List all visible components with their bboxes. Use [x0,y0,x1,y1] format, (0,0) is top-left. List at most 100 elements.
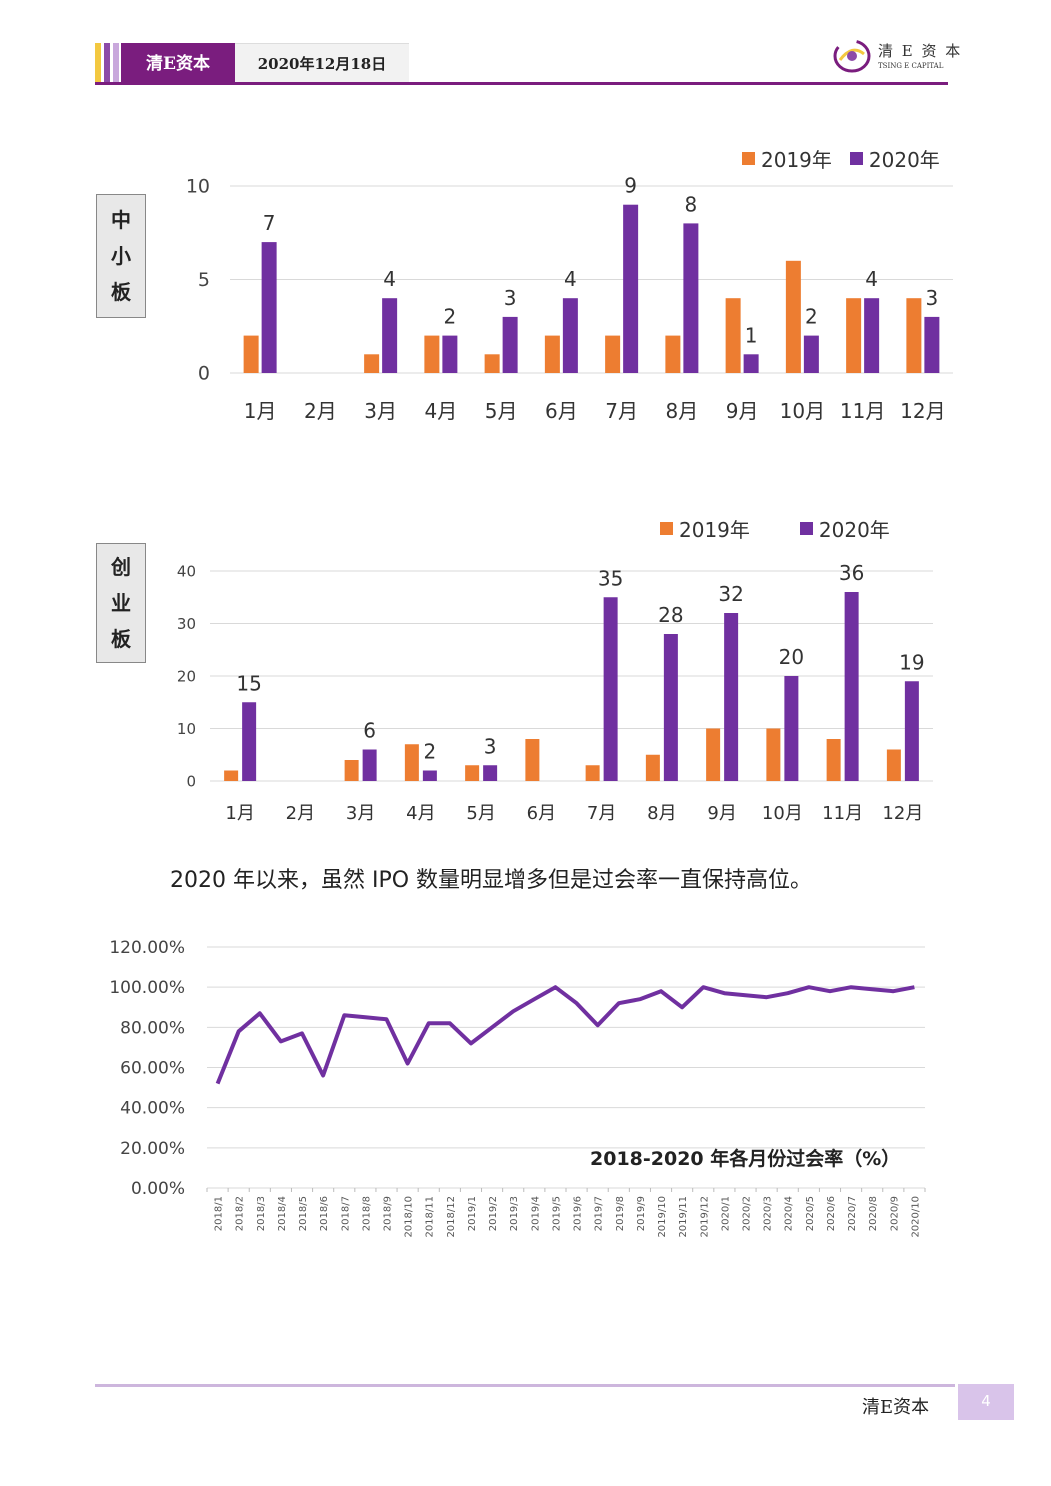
sme-label-char-2: 小 [111,244,131,268]
gem-legend-item-2020: 2020年 [799,514,890,543]
y-tick-label: 120.00% [109,938,185,958]
bar-2020年 [623,204,639,373]
x-tick-label: 2018/1 [214,1196,225,1231]
x-tick-label: 6月 [527,803,556,824]
bar-2019年 [785,260,801,373]
footer-rule [95,1384,955,1387]
x-tick-label: 2018/12 [446,1196,457,1238]
x-tick-label: 3月 [364,399,397,423]
bar-2019年 [585,765,600,781]
y-tick-label: 40.00% [120,1099,185,1119]
bar-2019年 [725,298,741,373]
data-label: 8 [685,192,698,216]
gem-legend-item-2019: 2019年 [660,514,750,543]
y-tick-label: 0 [186,772,196,790]
sme-legend-item-2019: 2019年 [742,144,832,173]
legend-swatch-2020 [849,152,863,165]
x-tick-label: 2019/11 [678,1196,689,1238]
gem-label-char-3: 板 [111,627,131,651]
data-label: 3 [504,286,517,310]
sme-label-char-1: 中 [111,208,131,232]
bar-2020年 [904,681,919,781]
x-tick-label: 2018/8 [361,1196,372,1231]
x-tick-label: 2020/9 [889,1196,900,1231]
header-stripe-purple [104,43,110,85]
bar-2020年 [442,335,458,373]
chart-title: 2018-2020 年各月份过会率（%） [590,1147,900,1170]
x-tick-label: 2020/5 [805,1196,816,1231]
gem-legend: 2019年 2020年 [660,514,908,543]
x-tick-label: 5月 [466,803,495,824]
bar-2020年 [924,316,940,373]
bar-2020年 [844,592,859,781]
bar-2019年 [484,354,500,373]
bar-2020年 [683,223,699,373]
x-tick-label: 2018/5 [298,1196,309,1231]
data-label: 4 [383,267,396,291]
gem-board-label: 创 业 板 [96,543,146,663]
bar-2020年 [784,676,799,781]
x-tick-label: 7月 [587,803,616,824]
x-tick-label: 1月 [244,399,277,423]
header-stripe-lilac [113,43,119,85]
header-stripe-yellow [95,43,101,85]
x-tick-label: 12月 [900,399,945,423]
sme-label-char-3: 板 [111,280,131,304]
x-tick-label: 2019/1 [467,1196,478,1231]
x-tick-label: 2020/1 [720,1196,731,1231]
x-tick-label: 3月 [346,803,375,824]
x-tick-label: 10月 [780,399,825,423]
data-label: 15 [236,671,261,695]
x-tick-label: 2019/10 [657,1196,668,1238]
x-tick-label: 2020/7 [847,1196,858,1231]
bar-2019年 [424,335,440,373]
bar-2019年 [544,335,560,373]
legend-label-2019: 2019年 [679,518,750,542]
footer-brand: 清E资本 [862,1397,930,1418]
x-tick-label: 2019/9 [636,1196,647,1231]
header-rule [95,82,948,85]
bar-2019年 [665,335,681,373]
legend-swatch-2019 [660,522,673,535]
y-tick-label: 0.00% [131,1179,185,1199]
legend-swatch-2020 [799,522,813,535]
data-label: 4 [865,267,878,291]
bar-2020年 [242,702,257,781]
x-tick-label: 2018/7 [340,1196,351,1231]
logo-text-cn: 清 E 资 本 [878,42,963,60]
bar-2020年 [724,613,739,781]
x-tick-label: 4月 [406,803,435,824]
y-tick-label: 80.00% [120,1018,185,1038]
bar-2020年 [362,749,377,781]
bar-2019年 [525,739,540,781]
x-tick-label: 2020/3 [763,1196,774,1231]
data-label: 36 [839,561,864,585]
y-tick-label: 0 [198,363,210,385]
x-tick-label: 2019/2 [488,1196,499,1231]
x-tick-label: 2018/6 [319,1196,330,1231]
legend-label-2019: 2019年 [761,148,832,172]
data-label: 35 [598,566,623,590]
data-label: 2 [424,740,437,764]
x-tick-label: 2019/8 [615,1196,626,1231]
bar-2019年 [465,765,480,781]
x-tick-label: 2020/2 [742,1196,753,1231]
data-label: 28 [658,603,683,627]
bar-2020年 [663,634,678,781]
x-tick-label: 2018/4 [277,1196,288,1231]
x-tick-label: 7月 [605,399,638,423]
x-tick-label: 9月 [707,803,736,824]
x-tick-label: 6月 [545,399,578,423]
x-tick-label: 2018/9 [383,1196,394,1231]
y-tick-label: 40 [177,562,196,580]
data-label: 9 [624,174,637,198]
x-tick-label: 2019/7 [594,1196,605,1231]
data-label: 3 [926,286,939,310]
y-tick-label: 60.00% [120,1059,185,1079]
page-number: 4 [958,1384,1014,1420]
header-date: 2020年12月18日 [235,43,409,84]
bar-2019年 [404,744,419,781]
data-label: 32 [718,582,743,606]
x-tick-label: 2019/5 [551,1196,562,1231]
x-tick-label: 2019/4 [530,1196,541,1231]
